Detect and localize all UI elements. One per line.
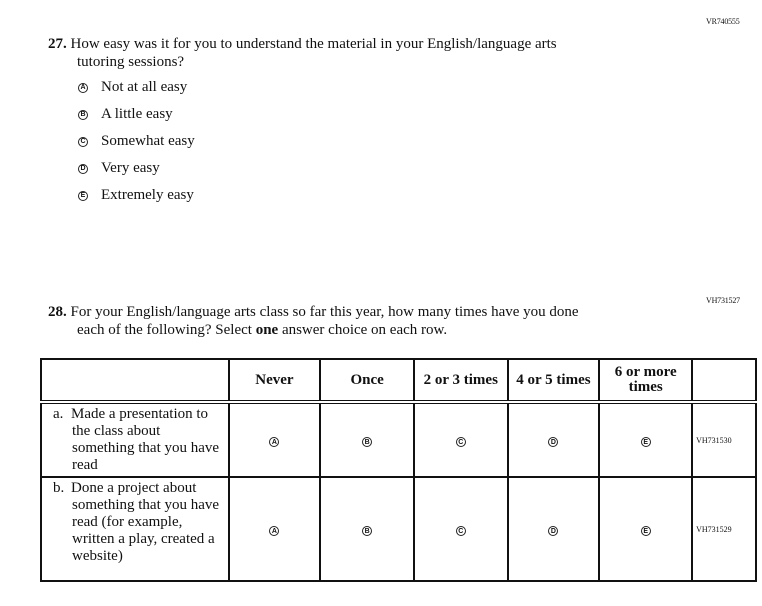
row-label: a. Made a presentation to the class about… <box>40 401 230 478</box>
answer-cell: E <box>598 401 694 478</box>
answer-option[interactable]: D Very easy <box>78 160 160 177</box>
column-header: 2 or 3 times <box>412 358 509 404</box>
answer-option[interactable]: E Extremely easy <box>78 187 194 204</box>
row-text: Done a project about something that you … <box>71 480 220 564</box>
column-header: 6 or more times <box>598 358 694 404</box>
answer-cell: A <box>227 476 322 582</box>
answer-cell: B <box>319 401 415 478</box>
item-code: VH731530 <box>691 401 757 478</box>
emphasis-text: one <box>255 322 279 338</box>
answer-cell: C <box>412 401 509 478</box>
radio-bubble-a[interactable]: A <box>78 82 88 93</box>
radio-bubble-b[interactable]: B <box>362 526 373 536</box>
answer-option[interactable]: A Not at all easy <box>78 79 187 96</box>
column-header: Never <box>227 358 322 404</box>
table-row: b. Done a project about something that yo… <box>40 476 757 582</box>
response-grid: Never Once 2 or 3 times 4 or 5 times 6 or mo… <box>40 358 757 582</box>
radio-bubble-a[interactable]: A <box>269 437 280 447</box>
answer-cell: D <box>506 476 601 582</box>
table-row: a. Made a presentation to the class about… <box>40 401 757 478</box>
column-header: 4 or 5 times <box>506 358 601 404</box>
radio-bubble-a[interactable]: A <box>269 526 280 536</box>
option-label: Extremely easy <box>101 187 194 203</box>
option-label: Somewhat easy <box>101 133 195 149</box>
option-label: Very easy <box>101 160 160 176</box>
radio-bubble-c[interactable]: C <box>78 136 88 147</box>
radio-bubble-e[interactable]: E <box>640 526 651 536</box>
text: each of the following? Select <box>77 322 256 338</box>
question-27: 27. How easy was it for you to understan… <box>48 35 557 71</box>
radio-bubble-e[interactable]: E <box>640 437 651 447</box>
row-letter: a. <box>53 406 64 422</box>
radio-bubble-d[interactable]: D <box>78 163 88 174</box>
answer-option[interactable]: B A little easy <box>78 106 173 123</box>
question-number: 27. <box>48 36 67 52</box>
question-text-line1: For your English/language arts class so … <box>70 304 579 320</box>
answer-cell: B <box>319 476 415 582</box>
question-text-line2: each of the following? Select one answer… <box>48 321 579 339</box>
question-text-line1: How easy was it for you to understand th… <box>70 36 557 52</box>
item-code: VR740555 <box>706 17 740 26</box>
question-text-line2: tutoring sessions? <box>77 54 185 70</box>
radio-bubble-b[interactable]: B <box>78 109 88 120</box>
row-label: b. Done a project about something that yo… <box>40 476 230 582</box>
answer-cell: E <box>598 476 694 582</box>
row-text: Made a presentation to the class about s… <box>71 406 220 473</box>
text: answer choice on each row. <box>278 322 448 338</box>
header-row: Never Once 2 or 3 times 4 or 5 times 6 or mo… <box>40 358 757 404</box>
option-label: Not at all easy <box>101 79 188 95</box>
answer-cell: D <box>506 401 601 478</box>
radio-bubble-c[interactable]: C <box>455 437 466 447</box>
row-letter: b. <box>53 480 65 496</box>
radio-bubble-b[interactable]: B <box>362 437 373 447</box>
option-label: A little easy <box>101 106 173 122</box>
answer-cell: C <box>412 476 509 582</box>
radio-bubble-d[interactable]: D <box>548 526 559 536</box>
column-header: Once <box>319 358 415 404</box>
item-code: VH731527 <box>706 296 740 305</box>
answer-option[interactable]: C Somewhat easy <box>78 133 195 150</box>
header-blank <box>691 358 757 404</box>
radio-bubble-e[interactable]: E <box>78 190 88 201</box>
item-code: VH731529 <box>691 476 757 582</box>
radio-bubble-c[interactable]: C <box>455 526 466 536</box>
header-blank <box>40 358 230 404</box>
question-number: 28. <box>48 304 67 320</box>
radio-bubble-d[interactable]: D <box>548 437 559 447</box>
question-28: 28. For your English/language arts class… <box>48 303 579 339</box>
answer-cell: A <box>227 401 322 478</box>
